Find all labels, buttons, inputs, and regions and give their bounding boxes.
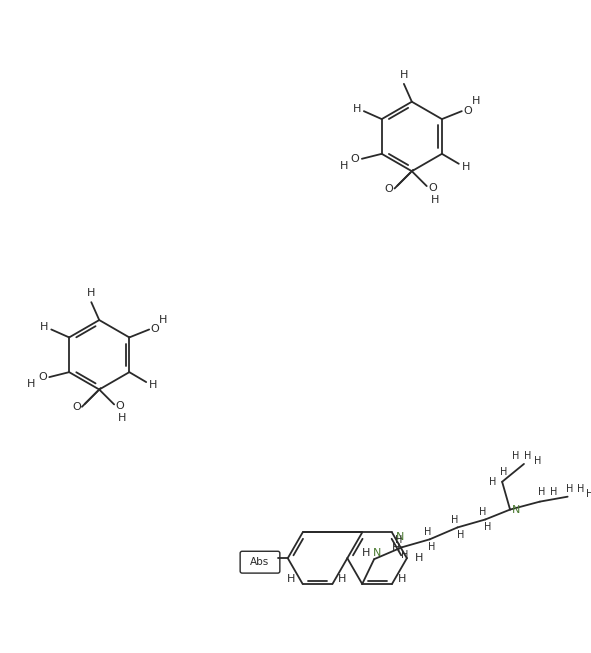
Text: O: O <box>463 106 472 116</box>
Text: H: H <box>414 553 423 564</box>
Text: H: H <box>577 484 584 494</box>
Text: H: H <box>353 104 361 114</box>
Text: H: H <box>512 451 519 461</box>
Text: H: H <box>149 380 157 390</box>
Text: H: H <box>566 484 573 494</box>
Text: H: H <box>159 315 167 325</box>
Text: H: H <box>340 161 348 170</box>
Text: H: H <box>362 549 371 558</box>
Text: N: N <box>396 532 404 543</box>
Text: O: O <box>151 325 160 334</box>
Text: O: O <box>116 402 125 411</box>
Text: H: H <box>395 535 402 545</box>
Text: H: H <box>524 451 532 461</box>
Text: H: H <box>550 486 557 497</box>
Text: H: H <box>484 522 491 532</box>
Text: H: H <box>287 574 295 584</box>
Text: H: H <box>457 530 465 540</box>
Text: O: O <box>385 184 394 194</box>
Text: H: H <box>451 515 458 525</box>
Text: H: H <box>586 488 591 499</box>
Text: H: H <box>489 477 496 486</box>
Text: H: H <box>400 70 408 80</box>
Text: H: H <box>428 542 436 552</box>
Text: H: H <box>401 550 409 560</box>
Text: O: O <box>428 183 437 193</box>
Text: N: N <box>373 549 381 558</box>
Text: H: H <box>538 486 545 497</box>
Text: O: O <box>72 402 81 413</box>
Text: H: H <box>430 195 439 205</box>
Text: H: H <box>87 288 96 298</box>
Text: H: H <box>462 162 470 172</box>
Text: H: H <box>534 456 541 466</box>
FancyBboxPatch shape <box>240 551 280 573</box>
Text: H: H <box>398 574 406 584</box>
Text: H: H <box>40 323 48 332</box>
Text: H: H <box>338 574 346 584</box>
Text: O: O <box>350 154 359 164</box>
Text: Abs: Abs <box>251 557 269 567</box>
Text: H: H <box>27 379 35 389</box>
Text: N: N <box>512 505 520 515</box>
Text: H: H <box>392 543 400 553</box>
Text: H: H <box>479 507 487 517</box>
Text: H: H <box>472 96 480 106</box>
Text: O: O <box>38 372 47 382</box>
Text: H: H <box>118 413 126 423</box>
Text: H: H <box>424 527 431 537</box>
Text: H: H <box>501 467 508 477</box>
